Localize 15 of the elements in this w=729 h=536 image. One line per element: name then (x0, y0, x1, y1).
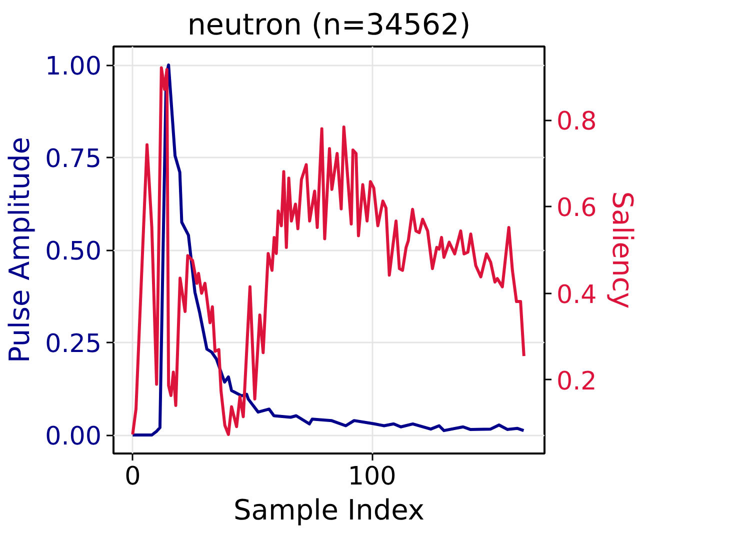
y-tick-label: 1.00 (45, 50, 102, 80)
x-axis-title: Sample Index (234, 494, 424, 526)
chart-title: neutron (n=34562) (187, 8, 471, 42)
y2-tick-label: 0.8 (556, 106, 597, 136)
x-tick-label: 100 (348, 460, 396, 490)
y-tick-label: 0.50 (45, 236, 102, 266)
y-tick-label: 0.00 (45, 420, 102, 450)
y-tick-label: 0.75 (45, 143, 102, 173)
y2-tick-label: 0.6 (556, 192, 597, 222)
y2-axis-title: Saliency (606, 191, 639, 309)
y2-tick-label: 0.4 (556, 278, 597, 309)
y-tick-label: 0.25 (45, 328, 102, 358)
x-tick-label: 0 (124, 460, 141, 490)
y-axis-title: Pulse Amplitude (3, 136, 36, 364)
y2-tick-label: 0.2 (556, 365, 597, 396)
